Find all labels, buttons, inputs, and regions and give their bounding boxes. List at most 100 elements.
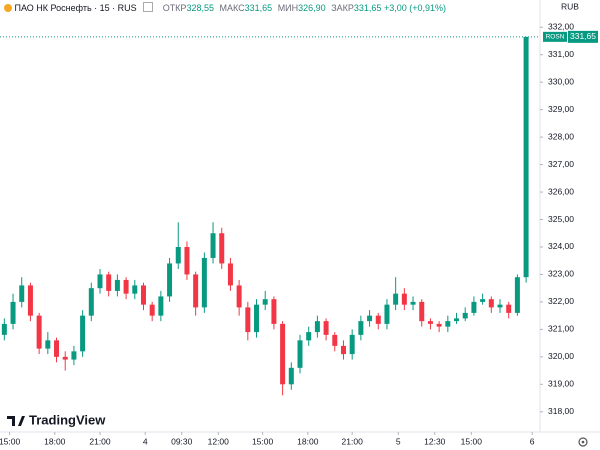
- y-tick-label: 329,00: [548, 104, 574, 114]
- candle-body: [1, 323, 7, 335]
- open-value: 328,55: [186, 3, 214, 13]
- x-tick-label: 18:00: [297, 436, 319, 446]
- x-tick-label: 12:00: [208, 436, 230, 446]
- candle-body: [132, 285, 138, 294]
- toggle-icon[interactable]: [143, 2, 154, 12]
- close-label: ЗАКР: [331, 3, 354, 13]
- candle-body: [471, 301, 477, 313]
- x-tick-label: 15:00: [0, 436, 20, 446]
- settings-icon[interactable]: [578, 437, 588, 447]
- candle-body: [280, 323, 286, 385]
- candle-body: [497, 304, 503, 308]
- last-price-label: 331,65: [570, 31, 596, 41]
- candle-body: [80, 315, 86, 352]
- y-tick-label: 326,00: [548, 186, 574, 196]
- candle-body: [254, 304, 260, 333]
- candle-body: [10, 301, 16, 324]
- currency[interactable]: RUB: [561, 1, 579, 11]
- y-tick-label: 320,00: [548, 351, 574, 361]
- high-label: МАКС: [219, 3, 245, 13]
- x-tick-label: 6: [530, 436, 535, 446]
- candle-body: [306, 332, 312, 341]
- candle-body: [236, 285, 242, 308]
- candle-body: [323, 321, 329, 335]
- candle-body: [62, 356, 68, 360]
- y-tick-label: 323,00: [548, 269, 574, 279]
- candle-body: [480, 299, 486, 302]
- x-tick-label: 18:00: [44, 436, 66, 446]
- change: +3,00 (+0,91%): [383, 3, 446, 13]
- candle-body: [332, 334, 338, 346]
- candle-body: [297, 340, 303, 368]
- candle-body: [419, 301, 425, 322]
- candle-body: [288, 367, 294, 385]
- close-value: 331,65: [353, 3, 382, 13]
- candle-body: [271, 299, 277, 324]
- y-tick-label: 327,00: [548, 159, 574, 169]
- candle-body: [219, 233, 225, 264]
- ticker-tag: ROSN: [546, 34, 565, 41]
- x-tick-label: 15:00: [461, 436, 483, 446]
- candle-body: [54, 340, 60, 357]
- candle-body: [314, 321, 320, 333]
- candle-body: [358, 321, 364, 335]
- y-tick-label: 318,00: [548, 406, 574, 416]
- candle-body: [167, 263, 173, 297]
- low-value: 326,90: [298, 3, 326, 13]
- y-tick-label: 325,00: [548, 214, 574, 224]
- candle-body: [149, 304, 155, 316]
- candle-body: [27, 285, 33, 316]
- brand-logo: TradingView: [7, 412, 106, 427]
- candle-body: [210, 233, 216, 258]
- candle-body: [175, 246, 181, 264]
- candle-body: [106, 274, 112, 291]
- y-tick-label: 332,00: [548, 21, 574, 31]
- x-tick-label: 15:00: [252, 436, 274, 446]
- x-tick-label: 21:00: [342, 436, 364, 446]
- candle-body: [45, 340, 51, 349]
- y-tick-label: 328,00: [548, 131, 574, 141]
- high-value: 331,65: [244, 3, 273, 13]
- candle-body: [393, 293, 399, 305]
- candle-body: [227, 263, 233, 286]
- y-tick-label: 322,00: [548, 296, 574, 306]
- y-tick-label: 319,00: [548, 379, 574, 389]
- y-tick-label: 324,00: [548, 241, 574, 251]
- ticker-tag-bg: [543, 31, 567, 42]
- legend-header: ПАО НК Роснефть · 15 · RUS ОТКР328,55 МА…: [4, 0, 446, 16]
- candle-body: [114, 279, 120, 291]
- candle-body: [158, 296, 164, 316]
- candle-body: [201, 257, 207, 308]
- y-tick-label: 331,00: [548, 49, 574, 59]
- candle-body: [193, 274, 199, 308]
- x-tick-label: 12:30: [424, 436, 446, 446]
- candle-body: [384, 304, 390, 324]
- candle-body: [97, 274, 103, 289]
- candle-body: [349, 334, 355, 355]
- candle-body: [454, 318, 460, 322]
- x-tick-label: 4: [143, 436, 148, 446]
- open-label: ОТКР: [162, 3, 187, 13]
- y-tick-label: 330,00: [548, 76, 574, 86]
- candle-body: [436, 323, 442, 327]
- brand: TradingView: [29, 412, 106, 427]
- symbol[interactable]: ПАО НК Роснефть · 15 · RUS: [14, 3, 137, 13]
- candle-body: [523, 36, 529, 278]
- x-tick-label: 09:30: [171, 436, 193, 446]
- candle-body: [445, 321, 451, 327]
- low-label: МИН: [277, 3, 299, 13]
- x-tick-label: 5: [396, 436, 401, 446]
- candle-body: [88, 288, 94, 316]
- candle-body: [245, 307, 251, 333]
- candle-body: [340, 345, 346, 355]
- candle-body: [140, 285, 146, 305]
- candle-body: [36, 315, 42, 349]
- candle-body: [514, 277, 520, 313]
- candle-body: [262, 299, 268, 305]
- candle-body: [410, 301, 416, 305]
- candle-body: [506, 304, 512, 313]
- last-price-bg: [568, 30, 598, 43]
- y-tick-label: 321,00: [548, 324, 574, 334]
